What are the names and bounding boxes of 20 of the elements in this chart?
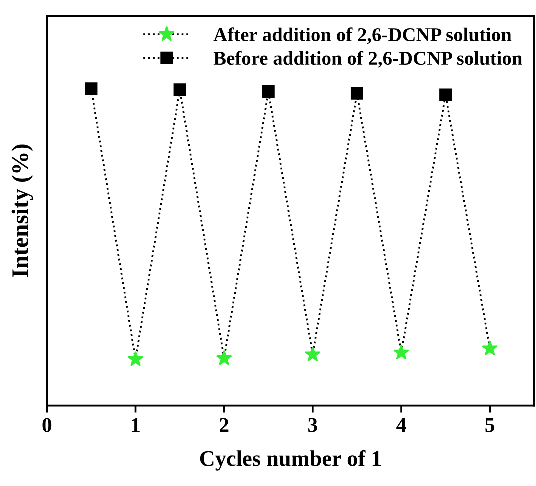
point [216,350,232,366]
point [394,344,410,360]
point [482,340,498,356]
point [304,346,321,362]
x-tick-label: 2 [220,418,229,432]
legend-label: Before addition of 2,6-DCNP solution [214,51,522,68]
x-tick-label: 5 [486,418,495,432]
x-tick-label: 1 [132,418,140,432]
x-axis-title: Cycles number of 1 [200,450,382,471]
x-tick-label: 4 [396,418,406,432]
x-tick-label: 3 [308,418,318,432]
point [440,88,452,102]
point [128,351,144,366]
legend-label: After addition of 2,6-DCNP solution [214,28,512,44]
point [174,84,186,96]
point [85,82,98,96]
y-axis-title: Intensity (%) [12,144,34,278]
point [262,86,275,98]
point [350,87,364,100]
x-tick-label: 0 [42,418,52,432]
